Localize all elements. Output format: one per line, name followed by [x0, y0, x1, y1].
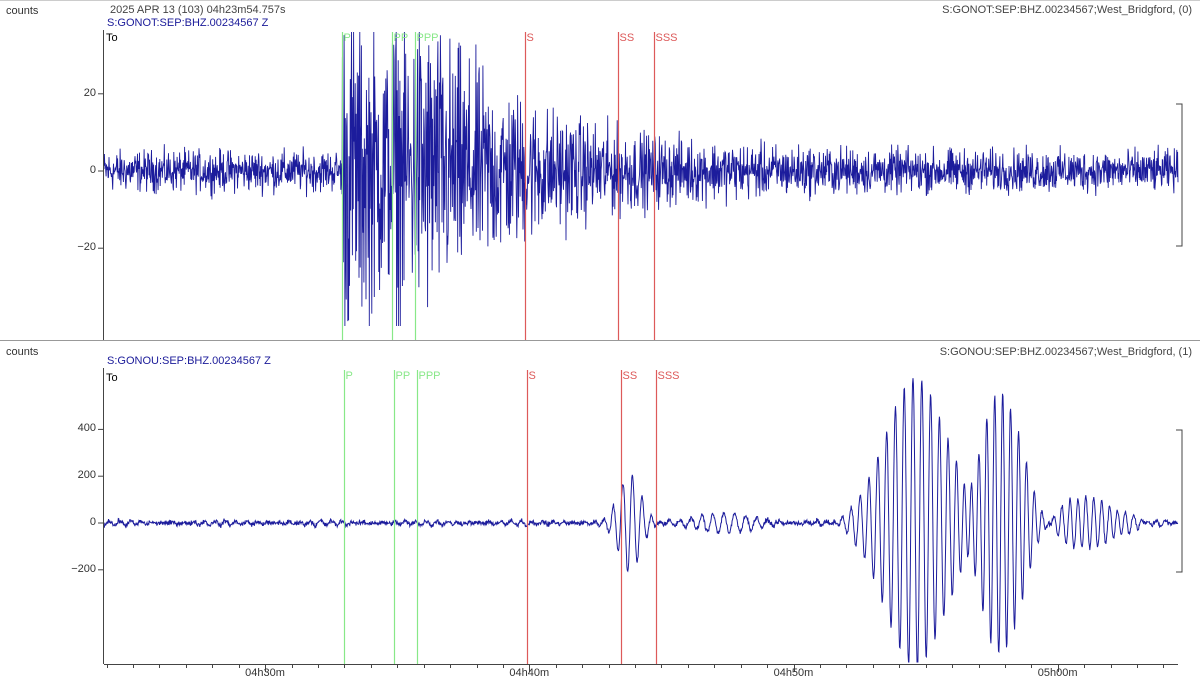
trace0-phase-SSS-label: SSS [655, 32, 678, 44]
trace1-phase-SSS-label: SSS [657, 370, 680, 382]
trace0-units-label: counts [6, 5, 39, 17]
x-tick-label-2: 04h50m [773, 667, 814, 679]
trace0-phase-PP-label: PP [393, 32, 409, 44]
trace0-waveform [103, 31, 1179, 327]
x-tick-label-3: 05h00m [1037, 667, 1078, 679]
trace1-scale-bracket [1176, 429, 1183, 573]
trace1-phase-PP-label: PP [395, 370, 411, 382]
trace1-y-tick-label-0: 400 [77, 422, 96, 435]
trace0-y-tick-label-1: 0 [89, 164, 96, 176]
trace0-phase-PPP-label: PPP [416, 32, 439, 44]
trace1-phase-PPP-label: PPP [418, 370, 441, 382]
trace1-station-info: S:GONOU:SEP:BHZ.00234567;West_Bridgford,… [939, 346, 1192, 358]
x-tick-label-0: 04h30m [245, 667, 285, 679]
trace0-origin-label: To [106, 32, 118, 44]
trace1-phase-S-label: S [528, 370, 536, 382]
trace1-channel-label: S:GONOU:SEP:BHZ.00234567 Z [107, 355, 271, 367]
trace0-header-datetime: 2025 APR 13 (103) 04h23m54.757s [110, 4, 286, 16]
trace1-y-tick-label-1: 200 [77, 469, 96, 482]
trace0-phase-P-label: P [343, 32, 351, 44]
trace1-waveform [103, 378, 1179, 663]
trace0-station-info: S:GONOT:SEP:BHZ.00234567;West_Bridgford,… [942, 4, 1192, 16]
trace0-channel-label: S:GONOT:SEP:BHZ.00234567 Z [107, 17, 269, 29]
trace1-units-label: counts [6, 346, 39, 358]
trace1-phase-P-label: P [345, 370, 353, 382]
x-tick-label-1: 04h40m [509, 667, 550, 679]
trace0-phase-SS-label: SS [619, 32, 635, 44]
trace1-origin-label: To [106, 372, 118, 384]
trace1-phase-SS-label: SS [622, 370, 638, 382]
trace0-y-tick-label-2: −20 [77, 241, 96, 254]
trace1-y-tick-label-2: 0 [89, 516, 96, 528]
trace0-scale-bracket [1176, 103, 1183, 247]
trace0-phase-S-label: S [526, 32, 534, 44]
trace1-y-tick-label-3: −200 [71, 562, 96, 575]
trace0-y-tick-label-0: 20 [83, 86, 96, 99]
